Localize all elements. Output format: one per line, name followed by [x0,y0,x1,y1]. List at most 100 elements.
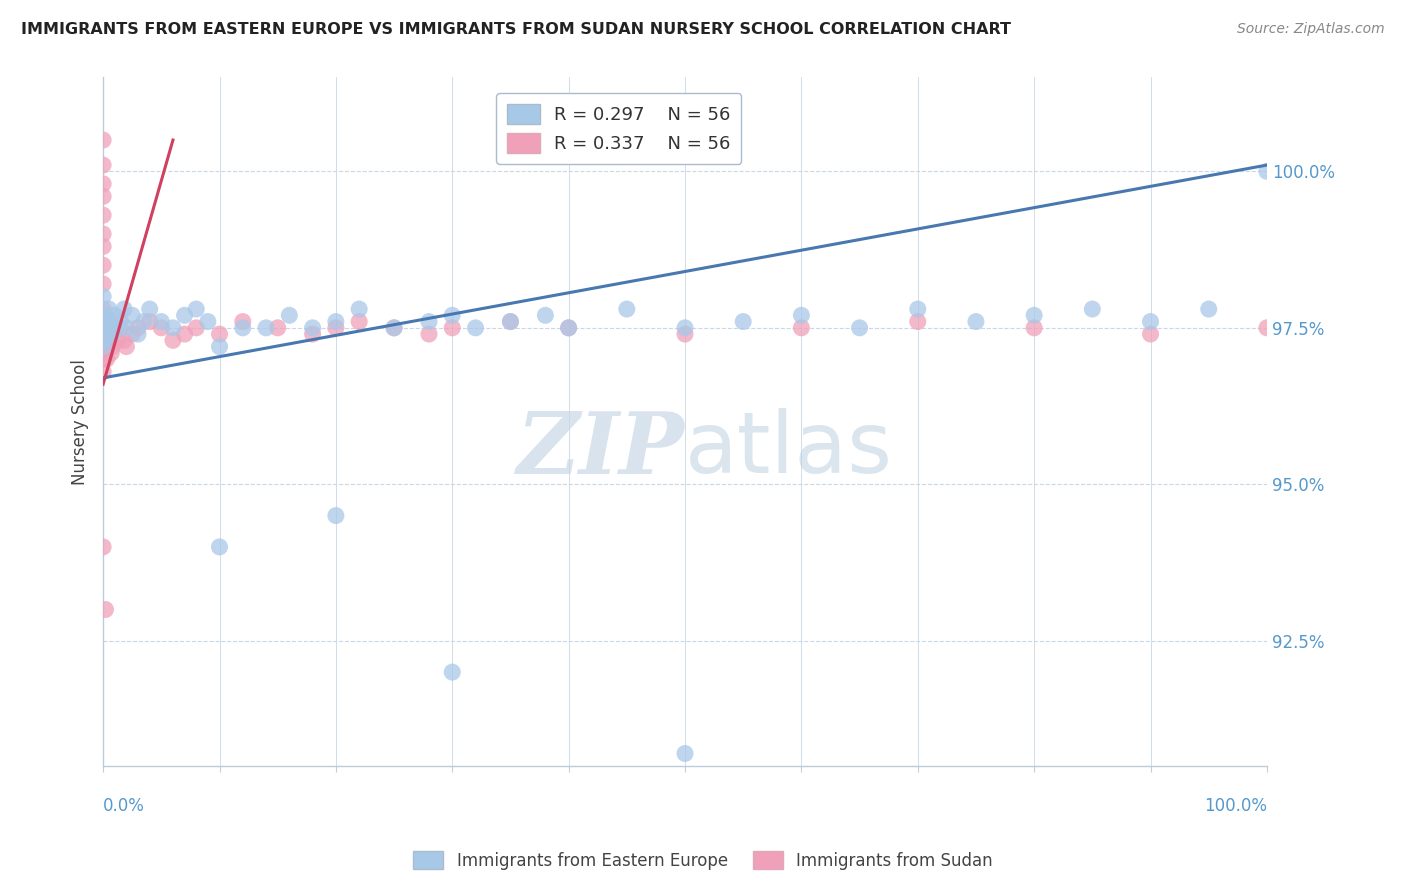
Point [325,321,347,335]
Point [97,301,120,316]
Point [186,321,208,335]
Point [105,321,128,335]
Point [97,327,120,342]
Point [162,321,184,335]
Point [965,315,987,329]
Point [1256,321,1278,335]
Point [121,327,143,342]
Point [325,315,347,329]
Point [93,340,115,354]
Point [232,321,254,335]
Point [93,315,115,329]
Point [91,540,114,554]
Text: IMMIGRANTS FROM EASTERN EUROPE VS IMMIGRANTS FROM SUDAN NURSERY SCHOOL CORRELATI: IMMIGRANTS FROM EASTERN EUROPE VS IMMIGR… [21,22,1011,37]
Point [138,315,160,329]
Point [96,352,118,367]
Point [101,327,124,342]
Point [278,308,301,322]
Point [441,308,464,322]
Text: ZIP: ZIP [517,408,685,491]
Point [1139,327,1161,342]
Point [790,321,813,335]
Point [441,321,464,335]
Point [91,227,114,241]
Point [499,315,522,329]
Point [325,508,347,523]
Point [115,340,138,354]
Point [91,277,114,291]
Point [115,321,138,335]
Point [105,334,128,348]
Point [418,327,440,342]
Point [96,321,118,335]
Point [254,321,277,335]
Point [441,665,464,679]
Point [94,321,117,335]
Point [382,321,405,335]
Point [557,321,579,335]
Point [1024,308,1046,322]
Point [94,602,117,616]
Point [91,239,114,253]
Text: Source: ZipAtlas.com: Source: ZipAtlas.com [1237,22,1385,37]
Point [91,208,114,222]
Point [557,321,579,335]
Point [907,301,929,316]
Point [673,327,696,342]
Point [673,321,696,335]
Point [173,327,195,342]
Point [267,321,290,335]
Point [91,133,114,147]
Point [121,308,143,322]
Text: 0.0%: 0.0% [103,797,145,814]
Point [347,301,370,316]
Point [790,308,813,322]
Point [138,301,160,316]
Point [347,315,370,329]
Point [93,321,115,335]
Point [1198,301,1220,316]
Point [208,327,231,342]
Point [91,289,114,303]
Y-axis label: Nursery School: Nursery School [72,359,89,484]
Point [127,327,149,342]
Point [98,334,121,348]
Point [382,321,405,335]
Point [91,177,114,191]
Point [1139,315,1161,329]
Point [91,365,114,379]
Point [616,301,638,316]
Point [104,308,127,322]
Legend: R = 0.297    N = 56, R = 0.337    N = 56: R = 0.297 N = 56, R = 0.337 N = 56 [496,94,741,164]
Point [97,340,120,354]
Point [418,315,440,329]
Point [91,258,114,272]
Point [93,334,115,348]
Point [94,308,117,322]
Point [91,158,114,172]
Point [197,315,219,329]
Text: 100.0%: 100.0% [1204,797,1267,814]
Point [110,321,132,335]
Point [91,340,114,354]
Point [907,315,929,329]
Point [112,301,135,316]
Point [98,321,121,335]
Point [848,321,870,335]
Point [132,315,155,329]
Point [100,315,122,329]
Point [150,321,173,335]
Point [101,340,124,354]
Point [733,315,755,329]
Point [104,321,127,335]
Point [96,327,118,342]
Point [97,327,120,342]
Point [91,301,114,316]
Point [93,352,115,367]
Point [91,340,114,354]
Point [1256,164,1278,178]
Point [301,327,323,342]
Point [1081,301,1104,316]
Point [112,334,135,348]
Point [232,315,254,329]
